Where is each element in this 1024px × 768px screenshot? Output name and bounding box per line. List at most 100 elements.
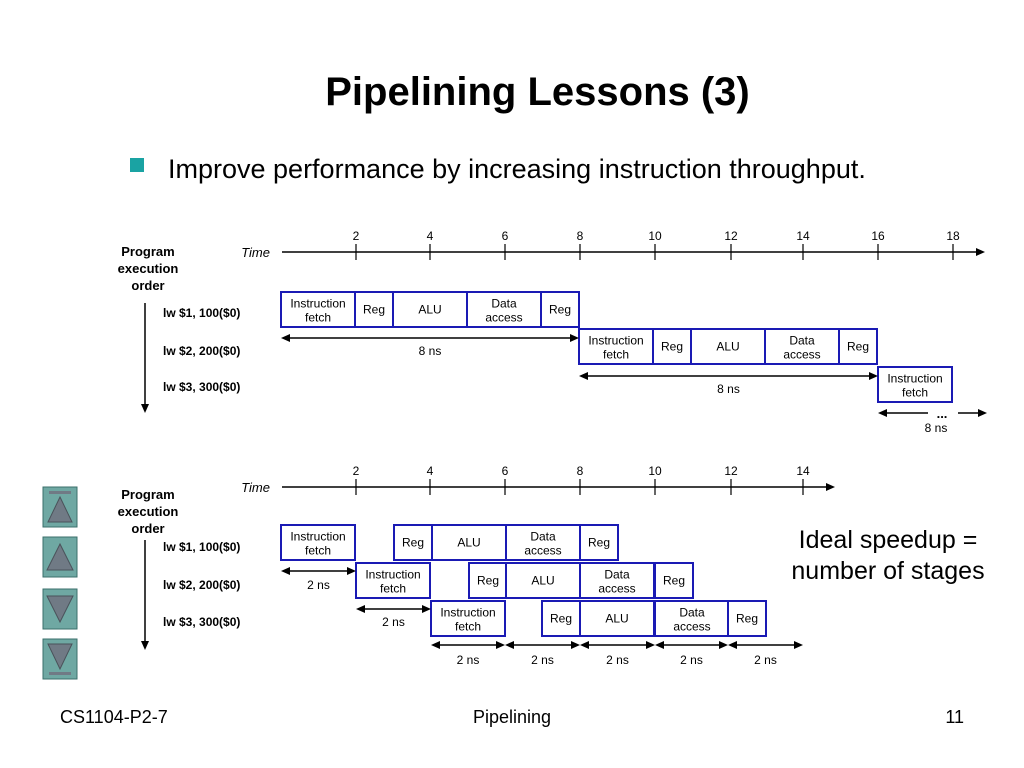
instruction-label: lw $1, 100($0) bbox=[163, 306, 240, 320]
slide-title: Pipelining Lessons (3) bbox=[325, 70, 750, 114]
bullet-text: Improve performance by increasing instru… bbox=[168, 154, 866, 184]
stage-interval-label: 2 ns bbox=[606, 653, 629, 667]
seq-reg-read-label: Reg bbox=[661, 340, 683, 354]
stage-interval-arrowhead-left bbox=[655, 641, 664, 649]
seq-reg-write-box bbox=[838, 328, 878, 365]
instruction-label: lw $1, 100($0) bbox=[163, 540, 240, 554]
stage-interval-arrowhead-right bbox=[719, 641, 728, 649]
pipe-data-access-label: Data bbox=[604, 568, 630, 582]
time-tick-label: 2 bbox=[353, 464, 360, 478]
program-order-label: order bbox=[131, 278, 164, 293]
time-tick-label: 10 bbox=[648, 464, 662, 478]
pipe-reg-read-label: Reg bbox=[402, 536, 424, 550]
stage-interval-label: 2 ns bbox=[680, 653, 703, 667]
seq-ifetch-box bbox=[578, 328, 654, 365]
seq-ifetch-label: fetch bbox=[902, 386, 928, 400]
sequential-execution-diagram: Time 2 4 6 8 10 12 14 16 18 Program execution order l… bbox=[118, 229, 987, 435]
time-axis-label: Time bbox=[241, 245, 270, 260]
stage-interval-arrowhead-right bbox=[496, 641, 505, 649]
pipe-interval-2-arrowhead-right bbox=[422, 605, 431, 613]
seq-reg-read-box bbox=[652, 328, 692, 365]
pipe-reg-write-label: Reg bbox=[663, 574, 685, 588]
time-tick-label: 6 bbox=[502, 464, 509, 478]
seq-interval-3-label: 8 ns bbox=[925, 421, 948, 435]
first-slide-icon bbox=[42, 486, 78, 528]
time-tick-label: 12 bbox=[724, 464, 738, 478]
footer-page-number: 11 bbox=[945, 707, 964, 727]
seq-reg-write-box bbox=[540, 291, 580, 328]
seq-interval-1-label: 8 ns bbox=[419, 344, 442, 358]
pipe-ifetch-label: Instruction bbox=[290, 530, 345, 544]
stage-interval-label: 2 ns bbox=[457, 653, 480, 667]
pipe-reg-write-box bbox=[727, 600, 767, 637]
pipe-reg-write-label: Reg bbox=[588, 536, 610, 550]
time-axis-arrowhead bbox=[826, 483, 835, 491]
seq-interval-2-label: 8 ns bbox=[717, 382, 740, 396]
seq-data-access-box bbox=[764, 328, 840, 365]
instruction-label: lw $2, 200($0) bbox=[163, 578, 240, 592]
seq-ifetch-label: fetch bbox=[603, 348, 629, 362]
pipe-ifetch-label: fetch bbox=[380, 582, 406, 596]
program-order-label: Program bbox=[121, 244, 174, 259]
pipe-data-access-label: access bbox=[598, 582, 635, 596]
pipe-data-access-label: access bbox=[524, 544, 561, 558]
seq-interval-3-arrowhead-right bbox=[978, 409, 987, 417]
time-axis-label: Time bbox=[241, 480, 270, 495]
seq-data-access-label: Data bbox=[491, 297, 517, 311]
pipe-interval-2-label: 2 ns bbox=[382, 615, 405, 629]
time-tick-label: 18 bbox=[946, 229, 960, 243]
time-tick-label: 4 bbox=[427, 229, 434, 243]
next-slide-button[interactable] bbox=[42, 588, 78, 630]
time-tick-label: 10 bbox=[648, 229, 662, 243]
pipe-data-access-label: Data bbox=[530, 530, 556, 544]
pipe-ifetch-box bbox=[430, 600, 506, 637]
pipe-interval-1-arrowhead-right bbox=[347, 567, 356, 575]
pipe-data-access-label: access bbox=[673, 620, 710, 634]
seq-alu-label: ALU bbox=[418, 303, 441, 317]
pipe-ifetch-label: fetch bbox=[305, 544, 331, 558]
stage-interval-arrowhead-left bbox=[580, 641, 589, 649]
pipe-alu-box bbox=[505, 562, 581, 599]
last-slide-button[interactable] bbox=[42, 638, 78, 680]
pipe-alu-box bbox=[579, 600, 655, 637]
seq-interval-1-arrowhead-right bbox=[570, 334, 579, 342]
footer-topic: Pipelining bbox=[472, 707, 552, 727]
seq-interval-2-arrowhead-left bbox=[579, 372, 588, 380]
pipe-interval-1-label: 2 ns bbox=[307, 578, 330, 592]
pipe-data-access-box bbox=[654, 600, 730, 637]
pipe-reg-write-box bbox=[579, 524, 619, 561]
seq-interval-3-arrowhead-left bbox=[878, 409, 887, 417]
seq-data-access-label: access bbox=[783, 348, 820, 362]
stage-interval-arrowhead-right bbox=[571, 641, 580, 649]
pipe-alu-label: ALU bbox=[457, 536, 480, 550]
program-order-label: Program bbox=[121, 487, 174, 502]
seq-ifetch-label: fetch bbox=[305, 311, 331, 325]
last-slide-icon bbox=[42, 638, 78, 680]
stage-interval-arrowhead-right bbox=[794, 641, 803, 649]
seq-reg-read-box bbox=[354, 291, 394, 328]
ideal-speedup-text: Ideal speedup = number of stages bbox=[791, 526, 985, 585]
time-tick-label: 8 bbox=[577, 229, 584, 243]
seq-ifetch-label: Instruction bbox=[588, 334, 643, 348]
time-tick-label: 8 bbox=[577, 464, 584, 478]
time-axis-arrowhead bbox=[976, 248, 985, 256]
pipe-alu-label: ALU bbox=[531, 574, 554, 588]
seq-alu-label: ALU bbox=[716, 340, 739, 354]
seq-data-access-label: access bbox=[485, 311, 522, 325]
pipe-reg-write-box bbox=[654, 562, 694, 599]
time-tick-label: 4 bbox=[427, 464, 434, 478]
pipe-ifetch-label: fetch bbox=[455, 620, 481, 634]
previous-slide-icon bbox=[42, 536, 78, 578]
seq-ellipsis: ... bbox=[937, 406, 948, 421]
seq-alu-box bbox=[392, 291, 468, 328]
next-slide-icon bbox=[42, 588, 78, 630]
stage-interval-arrowhead-left bbox=[431, 641, 440, 649]
pipe-ifetch-box bbox=[355, 562, 431, 599]
stage-interval-arrowhead-right bbox=[646, 641, 655, 649]
first-slide-button[interactable] bbox=[42, 486, 78, 528]
previous-slide-button[interactable] bbox=[42, 536, 78, 578]
pipe-reg-read-box bbox=[468, 562, 508, 599]
time-tick-label: 2 bbox=[353, 229, 360, 243]
seq-data-access-box bbox=[466, 291, 542, 328]
program-order-label: execution bbox=[118, 504, 179, 519]
